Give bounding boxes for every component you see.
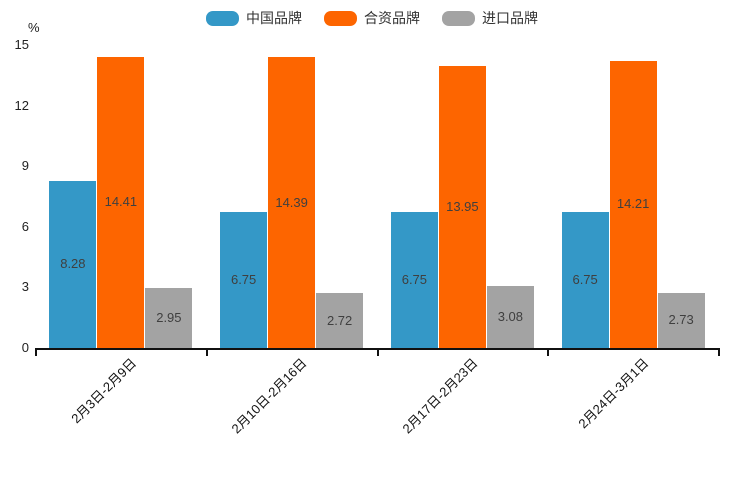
legend-swatch-joint-venture-brand: [324, 10, 357, 26]
bar-value-label: 2.95: [156, 310, 182, 326]
bar-import-brand: [657, 292, 705, 348]
legend-item-import-brand[interactable]: 进口品牌: [442, 10, 538, 26]
bar-joint-venture-brand: [438, 66, 486, 348]
bar-value-label: 8.28: [60, 256, 86, 272]
bar-value-label: 2.72: [326, 312, 353, 328]
bar-import-brand: [486, 285, 534, 348]
x-category-label: 2月17日-2月23日: [399, 355, 481, 437]
bar-value-label: 6.75: [401, 271, 428, 287]
bar-value-label: 3.08: [497, 308, 524, 324]
y-tick-label: 3: [21, 279, 29, 295]
y-tick-label: 15: [14, 37, 29, 52]
x-axis-tick: [718, 350, 720, 356]
y-axis-unit-label: %: [28, 20, 40, 35]
bar-value-label: 13.95: [446, 199, 479, 215]
bar-value-label: 6.75: [230, 271, 257, 287]
x-axis-tick: [205, 350, 208, 356]
x-axis-tick: [547, 350, 550, 356]
bar-china-brand: [49, 180, 97, 348]
legend-swatch-import-brand: [442, 10, 475, 26]
x-axis-tick: [376, 350, 379, 356]
x-category-label: 2月10日-2月16日: [228, 355, 311, 437]
bar-value-label: 14.41: [104, 194, 138, 210]
y-tick-label: 0: [21, 340, 29, 355]
bar-joint-venture-brand: [97, 56, 145, 348]
legend-swatch-china-brand: [206, 10, 239, 26]
bar-joint-venture-brand: [268, 57, 316, 348]
legend-item-joint-venture-brand[interactable]: 合资品牌: [324, 10, 420, 26]
y-tick-label: 6: [21, 218, 29, 234]
y-tick-label: 9: [21, 158, 29, 174]
bar-value-label: 14.39: [275, 194, 308, 210]
legend-item-china-brand[interactable]: 中国品牌: [206, 10, 302, 26]
legend-label: 合资品牌: [364, 10, 420, 26]
x-category-label: 2月3日-2月9日: [68, 355, 140, 427]
bar-value-label: 14.21: [616, 196, 650, 212]
bar-import-brand: [316, 293, 364, 348]
bar-import-brand: [145, 288, 193, 348]
bar-china-brand: [561, 211, 609, 348]
x-category-label: 2月24日-3月1日: [575, 355, 652, 432]
bar-value-label: 6.75: [572, 271, 598, 287]
bar-china-brand: [220, 211, 268, 348]
legend-label: 中国品牌: [246, 10, 302, 26]
bar-value-label: 2.73: [668, 312, 694, 328]
x-axis-tick: [35, 350, 37, 356]
bar-joint-venture-brand: [609, 60, 657, 348]
legend-label: 进口品牌: [482, 10, 538, 26]
bar-china-brand: [390, 211, 438, 348]
y-tick-label: 12: [14, 97, 29, 113]
legend: 中国品牌 合资品牌 进口品牌: [0, 6, 744, 30]
x-axis-line: [35, 348, 720, 350]
